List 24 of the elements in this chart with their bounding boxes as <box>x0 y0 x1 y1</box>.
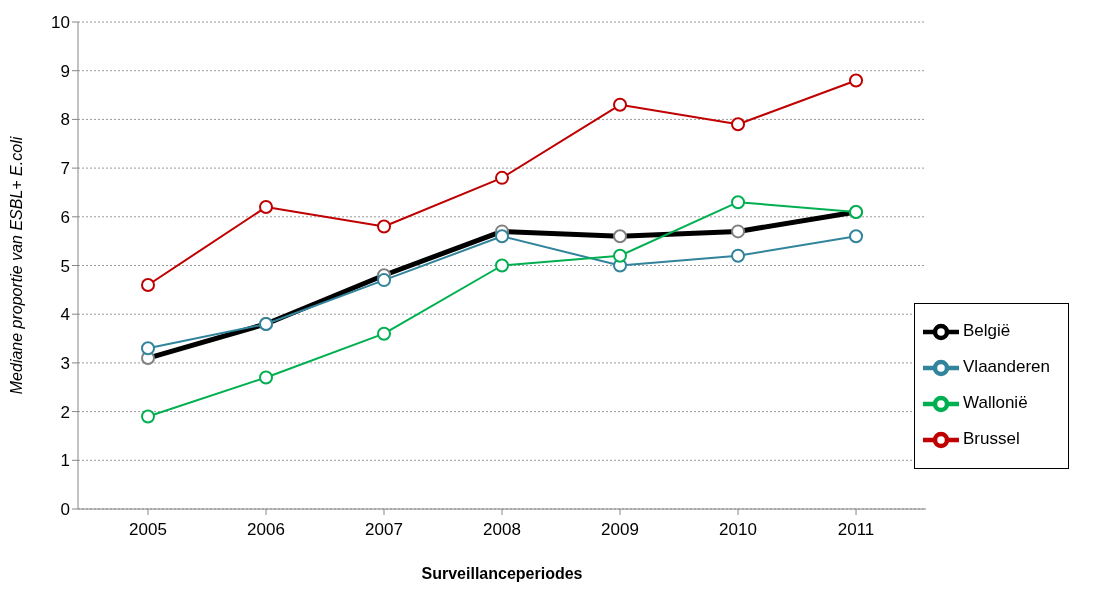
y-tick-label: 6 <box>60 207 70 227</box>
legend-label: Brussel <box>963 429 1020 449</box>
y-tick-label: 5 <box>60 256 70 276</box>
y-tick-label: 0 <box>60 500 70 520</box>
x-tick-label: 2007 <box>365 520 403 540</box>
y-tick-label: 4 <box>60 305 70 325</box>
x-tick-label: 2009 <box>601 520 639 540</box>
y-tick-label: 9 <box>60 61 70 81</box>
x-tick-label: 2006 <box>247 520 285 540</box>
legend-label: Vlaanderen <box>963 357 1050 377</box>
x-axis-title: Surveillanceperiodes <box>421 565 583 582</box>
legend-label: Wallonië <box>963 393 1028 413</box>
x-tick-label: 2010 <box>719 520 757 540</box>
y-tick-label: 10 <box>51 13 70 33</box>
y-axis-title: Mediane proportie van ESBL+ E.coli <box>7 136 25 395</box>
y-tick-label: 2 <box>60 402 70 422</box>
legend-label: België <box>963 321 1011 341</box>
x-tick-label: 2008 <box>483 520 521 540</box>
y-tick-label: 1 <box>60 451 70 471</box>
x-tick-label: 2011 <box>837 520 875 540</box>
y-tick-label: 3 <box>60 353 70 373</box>
y-tick-label: 8 <box>60 110 70 130</box>
y-tick-label: 7 <box>60 159 70 179</box>
x-tick-label: 2005 <box>129 520 167 540</box>
